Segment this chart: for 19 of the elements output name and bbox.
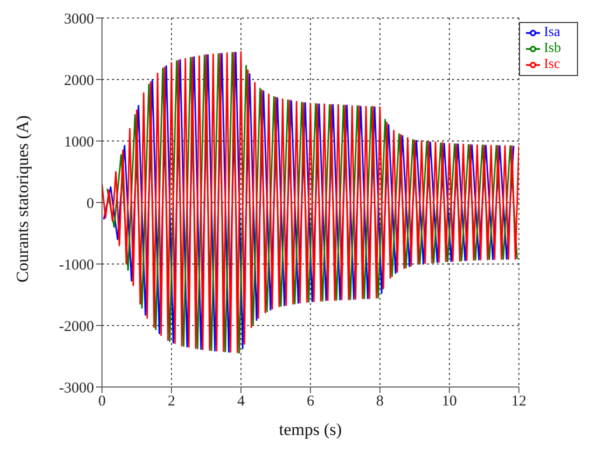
x-tick-label: 6 — [306, 394, 315, 410]
y-tick-label: 1000 — [64, 134, 94, 150]
x-tick-label: 2 — [168, 394, 176, 410]
y-axis-title: Courants statoriques (A) — [13, 115, 32, 282]
y-tick-label: 0 — [86, 196, 94, 212]
y-tick-label: -1000 — [59, 257, 94, 274]
x-tick-label: 10 — [442, 394, 457, 410]
y-tick-label: -3000 — [59, 380, 94, 396]
legend-label: Isb — [544, 41, 561, 56]
legend-label: Isc — [544, 57, 560, 72]
y-tick-label: 2000 — [64, 72, 94, 89]
x-tick-label: 12 — [511, 394, 526, 410]
legend-label: Isa — [544, 25, 560, 40]
x-tick-label: 4 — [237, 394, 246, 410]
x-axis-title: temps (s) — [279, 420, 342, 439]
x-tick-label: 8 — [376, 394, 384, 410]
y-tick-label: -2000 — [59, 318, 94, 335]
y-tick-label: 3000 — [64, 11, 94, 28]
x-tick-label: 0 — [98, 394, 106, 410]
